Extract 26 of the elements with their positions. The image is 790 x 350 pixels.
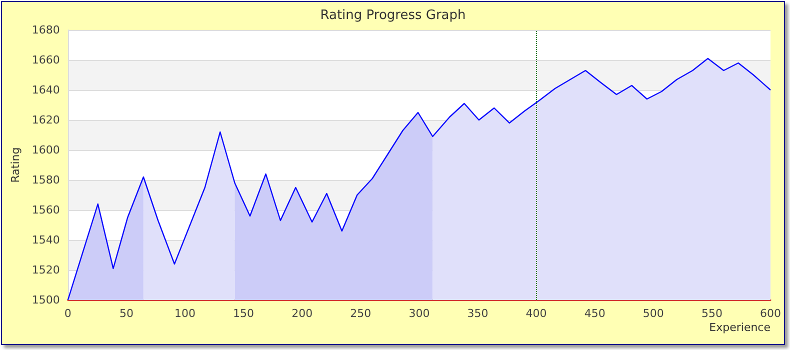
y-axis-title: Rating <box>9 147 22 183</box>
x-tick-label: 250 <box>350 307 372 320</box>
x-tick-label: 300 <box>408 307 430 320</box>
x-tick-label: 450 <box>584 307 606 320</box>
x-tick-label: 150 <box>233 307 254 320</box>
x-tick-label: 500 <box>642 307 664 320</box>
x-tick-label: 200 <box>292 307 313 320</box>
x-tick-label: 100 <box>174 307 196 320</box>
y-tick-label: 1680 <box>32 24 60 36</box>
y-tick-label: 1560 <box>32 204 60 216</box>
y-tick-label: 1660 <box>32 54 60 66</box>
x-tick-label: 550 <box>701 307 722 320</box>
chart-title: Rating Progress Graph <box>320 8 466 23</box>
y-tick-label: 1600 <box>32 144 60 156</box>
y-tick-label: 1540 <box>32 234 60 246</box>
x-tick-label: 350 <box>467 307 488 320</box>
y-tick-label: 1620 <box>32 114 60 126</box>
y-tick-label: 1640 <box>32 84 60 96</box>
x-axis-title: Experience <box>709 321 771 334</box>
y-tick-label: 1580 <box>32 174 60 186</box>
x-tick-label: 400 <box>526 307 547 320</box>
x-tick-label: 50 <box>119 307 134 320</box>
y-tick-label: 1500 <box>32 294 60 306</box>
x-tick-label: 600 <box>760 307 781 320</box>
y-tick-label: 1520 <box>32 264 60 276</box>
x-tick-label: 0 <box>64 307 72 320</box>
